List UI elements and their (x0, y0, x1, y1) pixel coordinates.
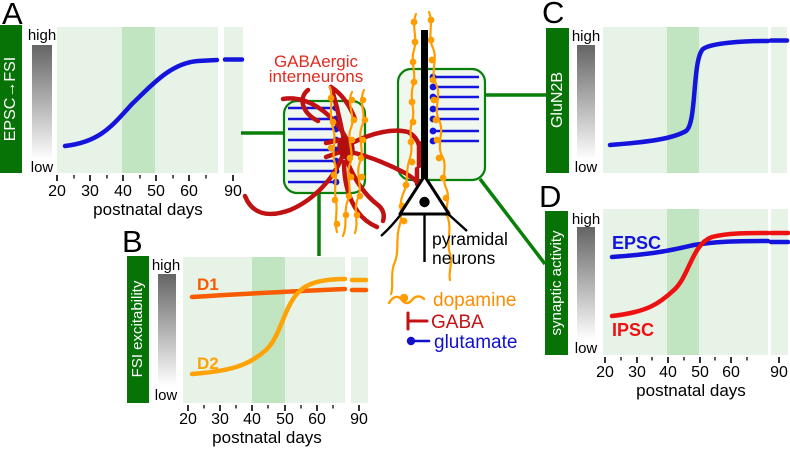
panel-b-minor-ticks (203, 405, 334, 409)
panel-c-gradient-bar (577, 45, 595, 160)
pyramidal-label-line2: neurons (432, 248, 495, 268)
tick-label: 50 (276, 411, 294, 428)
tick-label: 30 (211, 411, 229, 428)
panel-a-minor-ticks (73, 175, 207, 179)
panel-c-scale-low: low (575, 159, 598, 176)
tick-label: 30 (628, 364, 646, 381)
panel-d-curve-epsc (609, 238, 771, 260)
glutamate-legend-label: glutamate (434, 332, 517, 353)
panel-a-x-title: postnatal days (93, 200, 203, 219)
panel-a: A EPSC→FSI high low 20 30 40 50 60 90 po… (0, 0, 245, 219)
panel-c-scale-high: high (572, 28, 600, 45)
panel-d: D synaptic activity high low EPSC IPSC 2… (539, 179, 790, 400)
tick-label: 20 (48, 183, 66, 200)
tick-label: 40 (114, 183, 132, 200)
gaba-legend-label: GABA (431, 312, 484, 333)
panel-d-ylabel-bar (545, 211, 568, 355)
panel-d-minor-ticks (620, 357, 748, 361)
pyramidal-nucleus (419, 196, 430, 208)
tick-label: 60 (722, 364, 740, 381)
panel-a-break-strip (224, 27, 243, 173)
panel-a-scale-high: high (28, 27, 56, 44)
panel-c-ylabel: GluN2B (549, 72, 566, 128)
dopamine-legend-icon (387, 295, 426, 305)
tick-label: 60 (180, 183, 198, 200)
tick-label: 20 (179, 411, 197, 428)
panel-c-break-strip (771, 27, 787, 173)
panel-a-ylabel-bar (0, 25, 22, 173)
center-schematic: GABAergic interneurons pyramidal neurons (242, 10, 508, 296)
panel-connectors (241, 93, 547, 266)
panel-d-scale-low: low (575, 340, 598, 357)
panel-c-ylabel-bar (546, 28, 569, 173)
panel-b-scale-high: high (152, 257, 180, 274)
tick-label: 40 (243, 411, 261, 428)
dopamine-fiber-inside-left-box (328, 85, 339, 234)
panel-d-curve-epsc-label: EPSC (612, 233, 661, 253)
panel-d-letter: D (539, 179, 561, 214)
panel-d-x-title: postnatal days (636, 381, 746, 400)
panel-b-break-strip (351, 257, 368, 403)
tick-label: 40 (659, 364, 677, 381)
tick-label: 90 (224, 183, 242, 200)
panel-d-gradient-bar (577, 227, 595, 340)
pyramidal-label-line1: pyramidal (432, 229, 508, 249)
tick-label: 30 (81, 183, 99, 200)
panel-d-ylabel: synaptic activity (548, 230, 565, 336)
tick-label: 50 (147, 183, 165, 200)
pyramidal-label: pyramidal neurons (432, 229, 508, 268)
tick-label: 60 (308, 411, 326, 428)
panel-a-letter: A (2, 0, 23, 31)
dopamine-legend-bead (399, 293, 409, 303)
panel-a-gradient-bar (32, 45, 52, 160)
panel-d-curve-ipsc-label: IPSC (612, 320, 654, 340)
pyramidal-apical-dendrite (421, 30, 428, 178)
panel-b-tick-labels: 20 30 40 50 60 90 (179, 411, 368, 428)
panel-b-curve-d1-label: D1 (197, 275, 219, 294)
panel-b-letter: B (122, 224, 143, 259)
panel-c-curve-glun2b (607, 38, 771, 148)
tick-label: 90 (350, 411, 368, 428)
glutamate-legend-bead (406, 336, 416, 346)
panel-b-major-ticks (187, 405, 360, 411)
panel-a-major-ticks (56, 175, 234, 181)
panel-b-scale-low: low (155, 387, 178, 404)
panel-b-curve-d2-label: D2 (197, 354, 219, 373)
dopamine-legend-label: dopamine (433, 290, 516, 311)
tick-label: 20 (596, 364, 614, 381)
panel-b-x-title: postnatal days (212, 428, 322, 447)
interneuron-label: GABAergic interneurons (269, 52, 364, 86)
panel-d-curve-ipsc (609, 230, 771, 319)
interneuron-label-line2: interneurons (269, 67, 364, 86)
panel-d-tick-labels: 20 30 40 50 60 90 (596, 364, 788, 381)
panel-b-gradient-bar (158, 274, 176, 386)
tick-label: 50 (691, 364, 709, 381)
panel-d-major-ticks (604, 357, 780, 363)
panel-b-ylabel-bar (127, 256, 149, 403)
glutamate-inputs-right-box (433, 75, 479, 143)
connector-box-to-d (478, 177, 547, 266)
interneuron-label-line1: GABAergic (274, 52, 359, 71)
legend: dopamine GABA glutamate (387, 290, 517, 353)
panel-b: B FSI excitability high low D1 D2 20 30 … (122, 224, 369, 447)
panel-a-curve-epsc-fsi (62, 57, 220, 149)
panel-d-break-strip (771, 209, 788, 355)
tick-label: 90 (770, 364, 788, 381)
panel-b-curve-d1 (189, 286, 348, 300)
panel-b-curve-d2 (189, 276, 348, 377)
panel-b-ylabel: FSI excitability (129, 280, 146, 377)
gaba-legend-icon (406, 311, 429, 331)
panel-a-scale-low: low (31, 159, 54, 176)
panel-c: C GluN2B high low (542, 0, 790, 176)
dopamine-fiber-left-2 (353, 88, 366, 235)
gaba-synapse-bars (414, 140, 422, 187)
panel-d-scale-high: high (572, 211, 600, 228)
panel-c-letter: C (542, 0, 564, 30)
pyramidal-basal-processes (380, 212, 468, 262)
panel-a-ylabel: EPSC→FSI (2, 57, 19, 141)
panel-a-tick-labels: 20 30 40 50 60 90 (48, 183, 242, 200)
